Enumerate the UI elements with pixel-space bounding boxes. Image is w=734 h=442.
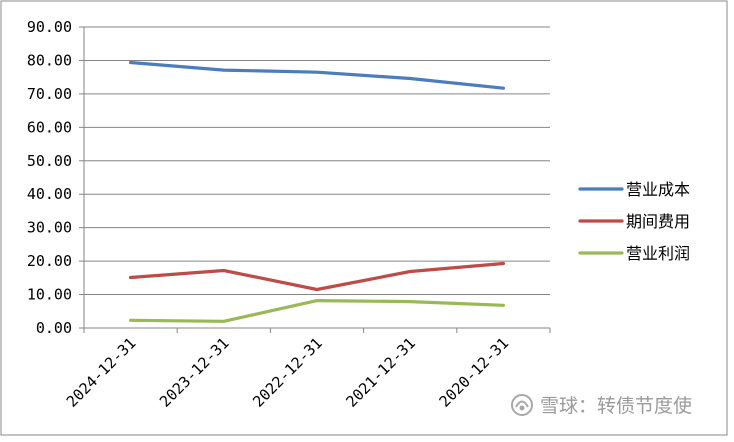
y-tick-label: 50.00 (27, 152, 72, 170)
grid-lines (84, 26, 550, 296)
y-tick-label: 30.00 (27, 219, 72, 237)
watermark-brand: 雪球 (540, 395, 578, 417)
y-tick-label: 40.00 (27, 185, 72, 203)
series-line-2 (129, 299, 505, 323)
legend-label: 营业成本 (626, 180, 690, 199)
legend-label: 营业利润 (626, 244, 690, 263)
axes (83, 27, 550, 329)
y-tick-label: 60.00 (27, 118, 72, 136)
series-lines (129, 60, 505, 323)
series-line-1 (129, 261, 505, 292)
y-tick-label: 70.00 (27, 85, 72, 103)
legend-label: 期间费用 (626, 212, 690, 231)
watermark-text: 雪球：转债节度使 (540, 395, 692, 417)
watermark-author: 转债节度使 (597, 395, 692, 417)
chart-border (0, 0, 728, 436)
y-tick-label: 20.00 (27, 252, 72, 270)
y-tick-label: 10.00 (27, 286, 72, 304)
y-tick-label: 80.00 (27, 51, 72, 69)
y-tick-labels: 0.00 10.00 20.00 30.00 40.00 50.00 60.00 70.00 8… (27, 18, 84, 337)
y-tick-label: 90.00 (27, 18, 72, 36)
watermark: 雪球：转债节度使 (511, 394, 692, 417)
snowball-logo-icon (511, 394, 533, 416)
watermark-separator: ： (578, 395, 597, 417)
y-tick-label: 0.00 (36, 319, 72, 337)
series-line-0 (129, 60, 505, 90)
